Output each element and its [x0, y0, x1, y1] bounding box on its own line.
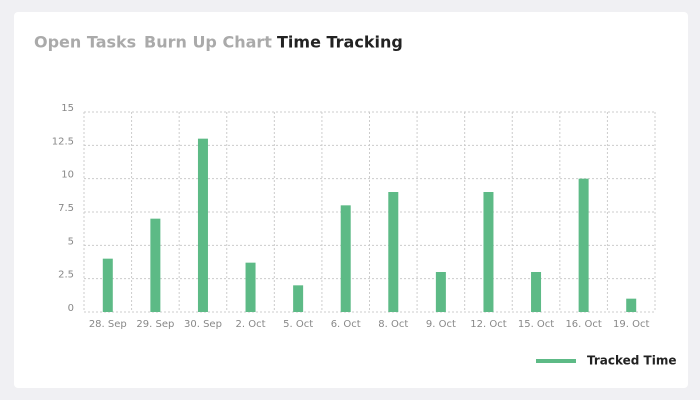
tab[interactable]: Time Tracking: [277, 33, 403, 52]
y-tick-label: 2.5: [58, 270, 74, 281]
card: [14, 12, 688, 388]
bar: [483, 192, 494, 312]
bar: [102, 258, 113, 312]
x-tick-label: 6. Oct: [331, 319, 361, 330]
bar: [197, 138, 208, 312]
x-tick-label: 15. Oct: [518, 319, 554, 330]
bar: [340, 205, 351, 312]
bar: [293, 285, 304, 312]
bar: [245, 262, 256, 312]
x-tick-label: 2. Oct: [236, 319, 266, 330]
bar: [578, 178, 589, 312]
legend-label: Tracked Time: [587, 354, 677, 368]
y-tick-label: 5: [68, 236, 74, 247]
x-tick-label: 5. Oct: [283, 319, 313, 330]
y-tick-label: 12.5: [52, 136, 74, 147]
x-tick-label: 8. Oct: [378, 319, 408, 330]
y-tick-label: 15: [61, 103, 74, 114]
tab[interactable]: Burn Up Chart: [144, 33, 272, 52]
x-tick-label: 9. Oct: [426, 319, 456, 330]
bar: [150, 218, 161, 312]
x-tick-label: 30. Sep: [184, 319, 222, 330]
x-tick-label: 29. Sep: [136, 319, 174, 330]
tab[interactable]: Open Tasks: [34, 33, 136, 52]
x-tick-label: 28. Sep: [89, 319, 127, 330]
y-tick-label: 7.5: [58, 203, 74, 214]
x-tick-label: 19. Oct: [613, 319, 649, 330]
x-tick-label: 12. Oct: [470, 319, 506, 330]
bar: [531, 272, 542, 312]
x-tick-label: 16. Oct: [565, 319, 601, 330]
y-tick-label: 0: [68, 303, 74, 314]
bar: [388, 192, 399, 312]
y-tick-label: 10: [61, 170, 74, 181]
bar: [626, 298, 637, 312]
bar: [435, 272, 446, 312]
